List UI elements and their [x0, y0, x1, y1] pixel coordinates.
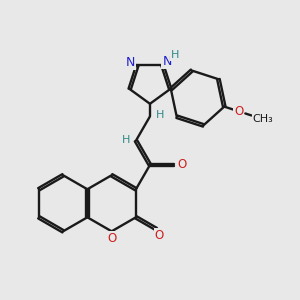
Text: O: O [234, 105, 244, 118]
Text: N: N [162, 56, 172, 68]
Text: N: N [126, 56, 135, 70]
Text: CH₃: CH₃ [253, 114, 274, 124]
Text: H: H [122, 135, 130, 145]
Text: O: O [154, 229, 164, 242]
Text: O: O [177, 158, 186, 172]
Text: O: O [108, 232, 117, 244]
Text: H: H [156, 110, 164, 120]
Text: H: H [171, 50, 179, 60]
